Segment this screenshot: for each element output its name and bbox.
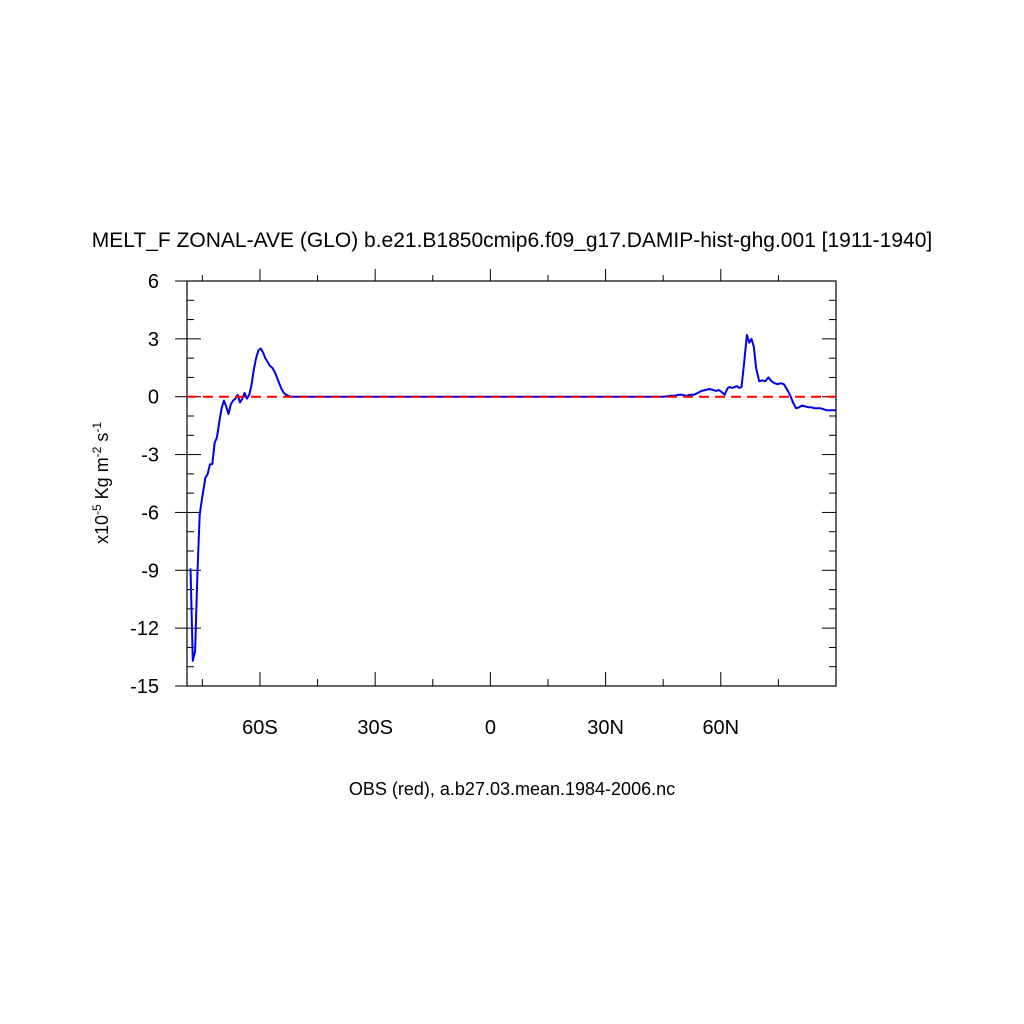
y-tick-labels: 6 3 0 -3 -6 -9 -12 -15 bbox=[130, 271, 159, 698]
y-tick-label: 6 bbox=[148, 271, 159, 293]
y-tick-label: -3 bbox=[141, 445, 159, 467]
y-axis-label-mid: Kg m bbox=[92, 457, 112, 504]
x-axis-label: OBS (red), a.b27.03.mean.1984-2006.nc bbox=[349, 779, 675, 799]
y-tick-label: -9 bbox=[141, 560, 159, 582]
model-series-line bbox=[189, 334, 836, 662]
y-axis-label-exp3: -1 bbox=[90, 422, 104, 433]
y-tick-label: 0 bbox=[148, 387, 159, 409]
x-tick-labels: 60S 30S 0 30N 60N bbox=[242, 717, 739, 739]
x-tick-label: 0 bbox=[485, 717, 496, 739]
x-tick-label: 30S bbox=[357, 717, 393, 739]
y-axis-label-exp1: -5 bbox=[90, 504, 104, 515]
axis-ticks bbox=[175, 269, 836, 687]
y-axis-label: x10-5 Kg m-2 s-1 bbox=[90, 422, 112, 544]
x-tick-label: 30N bbox=[587, 717, 624, 739]
y-tick-label: 3 bbox=[148, 329, 159, 351]
plot-frame bbox=[186, 280, 837, 687]
y-tick-label: -12 bbox=[130, 618, 159, 640]
x-tick-label: 60N bbox=[702, 717, 739, 739]
y-tick-label: -6 bbox=[141, 502, 159, 524]
y-tick-label: -15 bbox=[130, 676, 159, 698]
y-axis-label-prefix: x10 bbox=[92, 515, 112, 544]
y-axis-label-exp2: -2 bbox=[90, 446, 104, 457]
data-series bbox=[187, 334, 836, 662]
x-tick-label: 60S bbox=[242, 717, 278, 739]
chart-title: MELT_F ZONAL-AVE (GLO) b.e21.B1850cmip6.… bbox=[92, 229, 932, 252]
y-axis-label-mid2: s bbox=[92, 433, 112, 447]
plot-area bbox=[175, 269, 837, 687]
